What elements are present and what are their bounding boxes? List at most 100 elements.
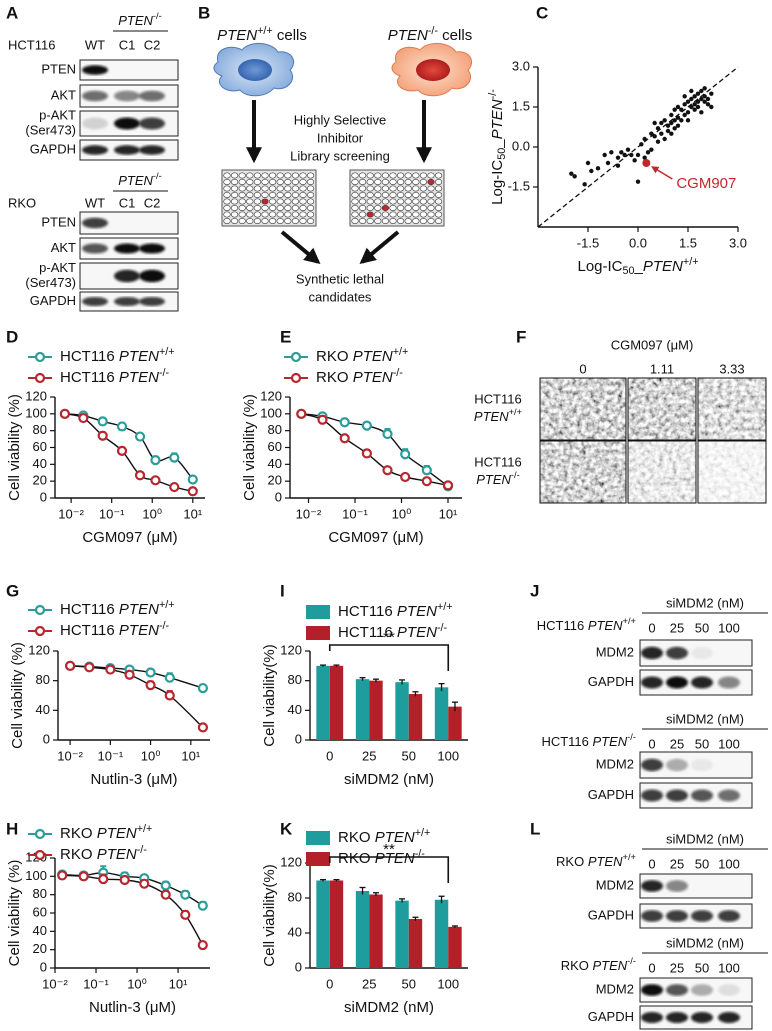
y-tick-label: 0	[43, 731, 50, 746]
bar	[316, 880, 330, 968]
band	[641, 676, 663, 689]
legend-marker	[290, 351, 302, 363]
band	[82, 117, 108, 130]
column-label: 1.11	[650, 361, 674, 376]
well	[276, 198, 284, 205]
panel-letter: F	[516, 327, 526, 346]
marker	[84, 662, 95, 673]
well	[427, 205, 435, 212]
well	[299, 211, 307, 218]
well	[238, 192, 246, 199]
panel-letter: G	[6, 581, 19, 600]
legend-label: RKO PTEN-/-	[316, 367, 403, 386]
point	[672, 107, 677, 112]
band	[718, 910, 740, 922]
x-tick-label: 10⁻²	[57, 748, 83, 763]
well	[366, 179, 374, 186]
well	[351, 185, 359, 192]
marker	[197, 939, 208, 951]
point	[669, 120, 674, 126]
well	[366, 211, 374, 218]
well	[389, 192, 397, 199]
x-tick-label: 10⁻¹	[342, 506, 368, 521]
bar	[329, 665, 344, 740]
well	[246, 179, 254, 186]
x-tick-label: 25	[362, 748, 376, 763]
cell-line: RKO PTEN+/+	[556, 852, 636, 869]
well	[238, 205, 246, 212]
row-label: PTEN	[41, 61, 76, 76]
row-label: MDM2	[596, 981, 634, 996]
well	[253, 172, 261, 179]
marker	[139, 878, 150, 889]
micrograph	[698, 378, 766, 440]
panel-letter: C	[536, 3, 548, 22]
y-tick-label: 0	[295, 731, 302, 746]
row-label: PTEN	[41, 214, 76, 229]
legend-marker	[34, 828, 46, 840]
screen-label: Inhibitor	[317, 130, 364, 145]
lane-label: 0	[648, 620, 655, 635]
panel-letter: D	[6, 327, 18, 346]
well	[284, 172, 292, 179]
point	[709, 91, 714, 96]
point	[659, 120, 664, 126]
band	[666, 910, 688, 922]
well	[284, 211, 292, 218]
x-axis-label: CGM097 (μM)	[328, 529, 423, 546]
micrograph-frame	[627, 377, 697, 441]
well	[374, 192, 382, 199]
point	[689, 104, 694, 110]
band	[114, 90, 140, 102]
well	[381, 192, 390, 199]
y-tick-label: 40	[33, 923, 47, 938]
well	[223, 172, 231, 179]
lane-label: 0	[648, 736, 655, 751]
point	[649, 131, 654, 136]
point	[682, 102, 687, 107]
row-label: MDM2	[596, 756, 634, 771]
point	[675, 115, 681, 120]
x-tick-label: 10⁻¹	[99, 506, 125, 521]
row-label: GAPDH	[588, 1009, 634, 1024]
marker	[116, 421, 128, 432]
point	[645, 150, 651, 155]
image-title: CGM097 (μM)	[611, 337, 694, 352]
point	[605, 160, 611, 166]
well	[397, 211, 405, 218]
legend-marker	[34, 351, 46, 363]
point	[615, 155, 621, 160]
well	[381, 218, 390, 225]
marker	[197, 900, 208, 911]
y-tick-label: 0	[275, 489, 282, 504]
bar	[329, 880, 344, 968]
band	[718, 1011, 740, 1024]
marker	[97, 430, 108, 441]
marker	[59, 408, 70, 419]
bar	[448, 926, 462, 968]
well	[427, 218, 435, 225]
y-tick-label: 40	[268, 456, 282, 471]
well	[381, 205, 390, 212]
lane-label: 100	[718, 620, 740, 635]
well	[276, 211, 284, 218]
micrograph-frame	[697, 440, 767, 504]
plates	[221, 169, 445, 227]
well	[231, 211, 239, 218]
point	[602, 152, 607, 158]
well	[246, 205, 254, 212]
well	[412, 218, 420, 225]
well	[223, 185, 231, 192]
point	[695, 104, 701, 110]
point	[629, 152, 634, 158]
point	[585, 160, 591, 166]
panel-letter: B	[198, 3, 210, 22]
well	[351, 172, 359, 179]
screen-label: Library screening	[290, 148, 390, 163]
panel-letter: K	[280, 819, 293, 838]
well	[276, 172, 284, 179]
panel-letter: A	[6, 3, 18, 22]
well	[253, 205, 261, 212]
y-tick-label: 120	[280, 854, 302, 869]
bar	[355, 891, 370, 968]
